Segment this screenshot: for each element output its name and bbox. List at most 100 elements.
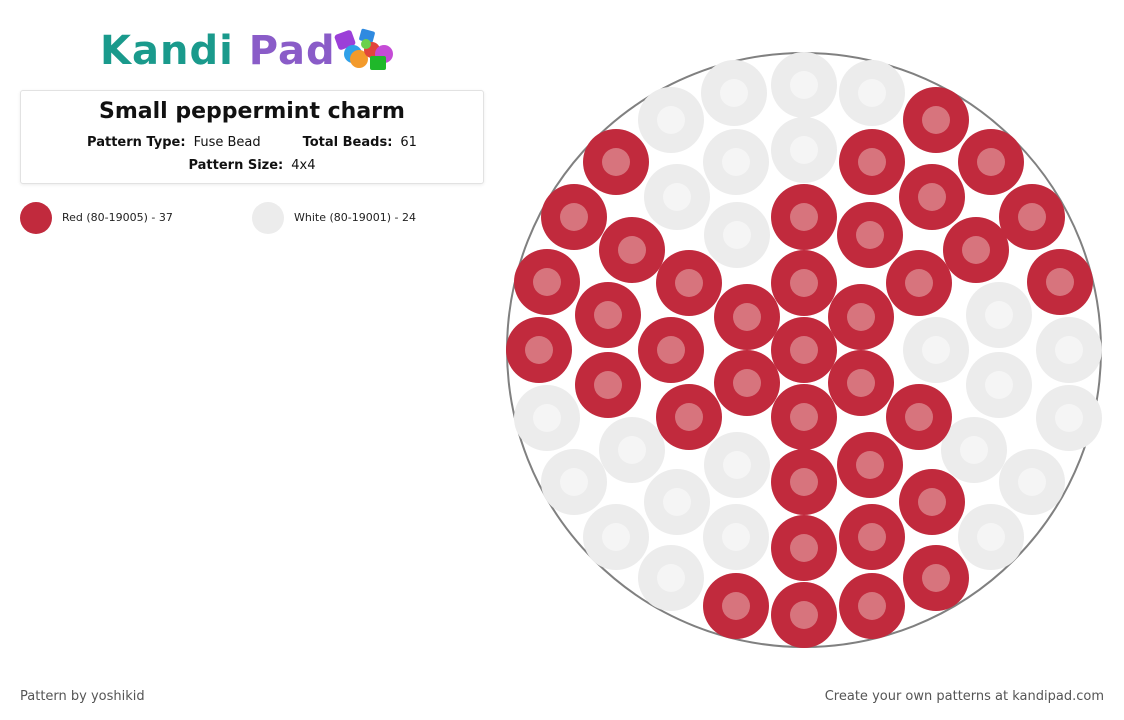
bead-hole: [977, 148, 1005, 176]
logo-word-pad: Pad: [248, 28, 336, 74]
white-bead: [704, 432, 770, 498]
bead-hole: [790, 468, 818, 496]
red-bead: [886, 384, 952, 450]
bead-hole: [918, 183, 946, 211]
white-bead: [771, 52, 837, 118]
bead-hole: [790, 336, 818, 364]
red-swatch: [20, 202, 52, 234]
bead-hole: [675, 403, 703, 431]
bead-hole: [533, 268, 561, 296]
bead-hole: [722, 523, 750, 551]
bead-hole: [657, 106, 685, 134]
kandipad-link[interactable]: Create your own patterns at kandipad.com: [824, 689, 1104, 704]
white-bead: [941, 417, 1007, 483]
bead-hole: [1018, 203, 1046, 231]
bead-hole: [560, 203, 588, 231]
red-bead: [514, 249, 580, 315]
red-bead: [506, 317, 572, 383]
total-beads-value: 61: [400, 135, 417, 150]
bead-hole: [960, 436, 988, 464]
bead-hole: [922, 336, 950, 364]
bead-hole: [525, 336, 553, 364]
pattern-title: Small peppermint charm: [99, 99, 405, 124]
white-bead: [703, 129, 769, 195]
red-bead: [771, 515, 837, 581]
bead-hole: [1055, 336, 1083, 364]
red-bead: [771, 449, 837, 515]
red-bead: [583, 129, 649, 195]
red-bead: [575, 352, 641, 418]
white-bead: [999, 449, 1065, 515]
bead-hole: [858, 79, 886, 107]
bead-hole: [618, 236, 646, 264]
white-bead: [839, 60, 905, 126]
red-bead: [771, 184, 837, 250]
bead-hole: [733, 303, 761, 331]
white-bead: [703, 504, 769, 570]
bead-hole: [1018, 468, 1046, 496]
bead-hole: [533, 404, 561, 432]
bead-hole: [722, 148, 750, 176]
red-bead: [839, 504, 905, 570]
red-bead: [1027, 249, 1093, 315]
pattern-info-card: Small peppermint charm Pattern Type: Fuse…: [20, 90, 484, 184]
pattern-size-label: Pattern Size:: [188, 158, 284, 173]
white-bead: [771, 117, 837, 183]
red-bead: [771, 317, 837, 383]
bead-hole: [847, 369, 875, 397]
white-bead: [701, 60, 767, 126]
pattern-author[interactable]: Pattern by yoshikid: [20, 689, 145, 704]
kandipad-logo[interactable]: Kandi Pad: [100, 26, 410, 76]
bead-pattern-board: [506, 52, 1102, 648]
bead-hole: [905, 403, 933, 431]
logo-word-kandi: Kandi: [100, 28, 234, 74]
bead-hole: [1055, 404, 1083, 432]
bead-hole: [790, 403, 818, 431]
red-bead: [958, 129, 1024, 195]
red-bead: [899, 164, 965, 230]
bead-hole: [602, 148, 630, 176]
bead-hole: [847, 303, 875, 331]
red-bead: [714, 284, 780, 350]
red-bead: [771, 582, 837, 648]
bead-hole: [594, 371, 622, 399]
total-beads-label: Total Beads:: [302, 135, 393, 150]
white-bead: [644, 469, 710, 535]
red-bead: [903, 87, 969, 153]
bead-hole: [790, 136, 818, 164]
red-bead: [837, 432, 903, 498]
bead-hole: [723, 451, 751, 479]
bead-hole: [790, 203, 818, 231]
red-bead: [541, 184, 607, 250]
bead-hole: [790, 269, 818, 297]
bead-hole: [790, 534, 818, 562]
red-bead: [575, 282, 641, 348]
bead-hole: [858, 592, 886, 620]
red-bead: [771, 250, 837, 316]
bead-hole: [560, 468, 588, 496]
bead-hole: [790, 71, 818, 99]
bead-hole: [733, 369, 761, 397]
red-bead: [839, 129, 905, 195]
bead-hole: [790, 601, 818, 629]
red-bead: [828, 350, 894, 416]
red-bead: [828, 284, 894, 350]
bead-hole: [962, 236, 990, 264]
bead-hole: [663, 183, 691, 211]
red-bead: [839, 573, 905, 639]
red-bead: [771, 384, 837, 450]
white-bead: [704, 202, 770, 268]
legend-label-red: Red (80-19005) - 37: [62, 211, 173, 224]
legend-label-white: White (80-19001) - 24: [294, 211, 416, 224]
white-bead: [966, 282, 1032, 348]
red-bead: [943, 217, 1009, 283]
bead-hole: [922, 106, 950, 134]
white-swatch: [252, 202, 284, 234]
bead-hole: [675, 269, 703, 297]
white-bead: [541, 449, 607, 515]
pattern-type-label: Pattern Type:: [87, 135, 186, 150]
bead-hole: [856, 451, 884, 479]
white-bead: [599, 417, 665, 483]
bead-hole: [918, 488, 946, 516]
white-bead: [1036, 317, 1102, 383]
